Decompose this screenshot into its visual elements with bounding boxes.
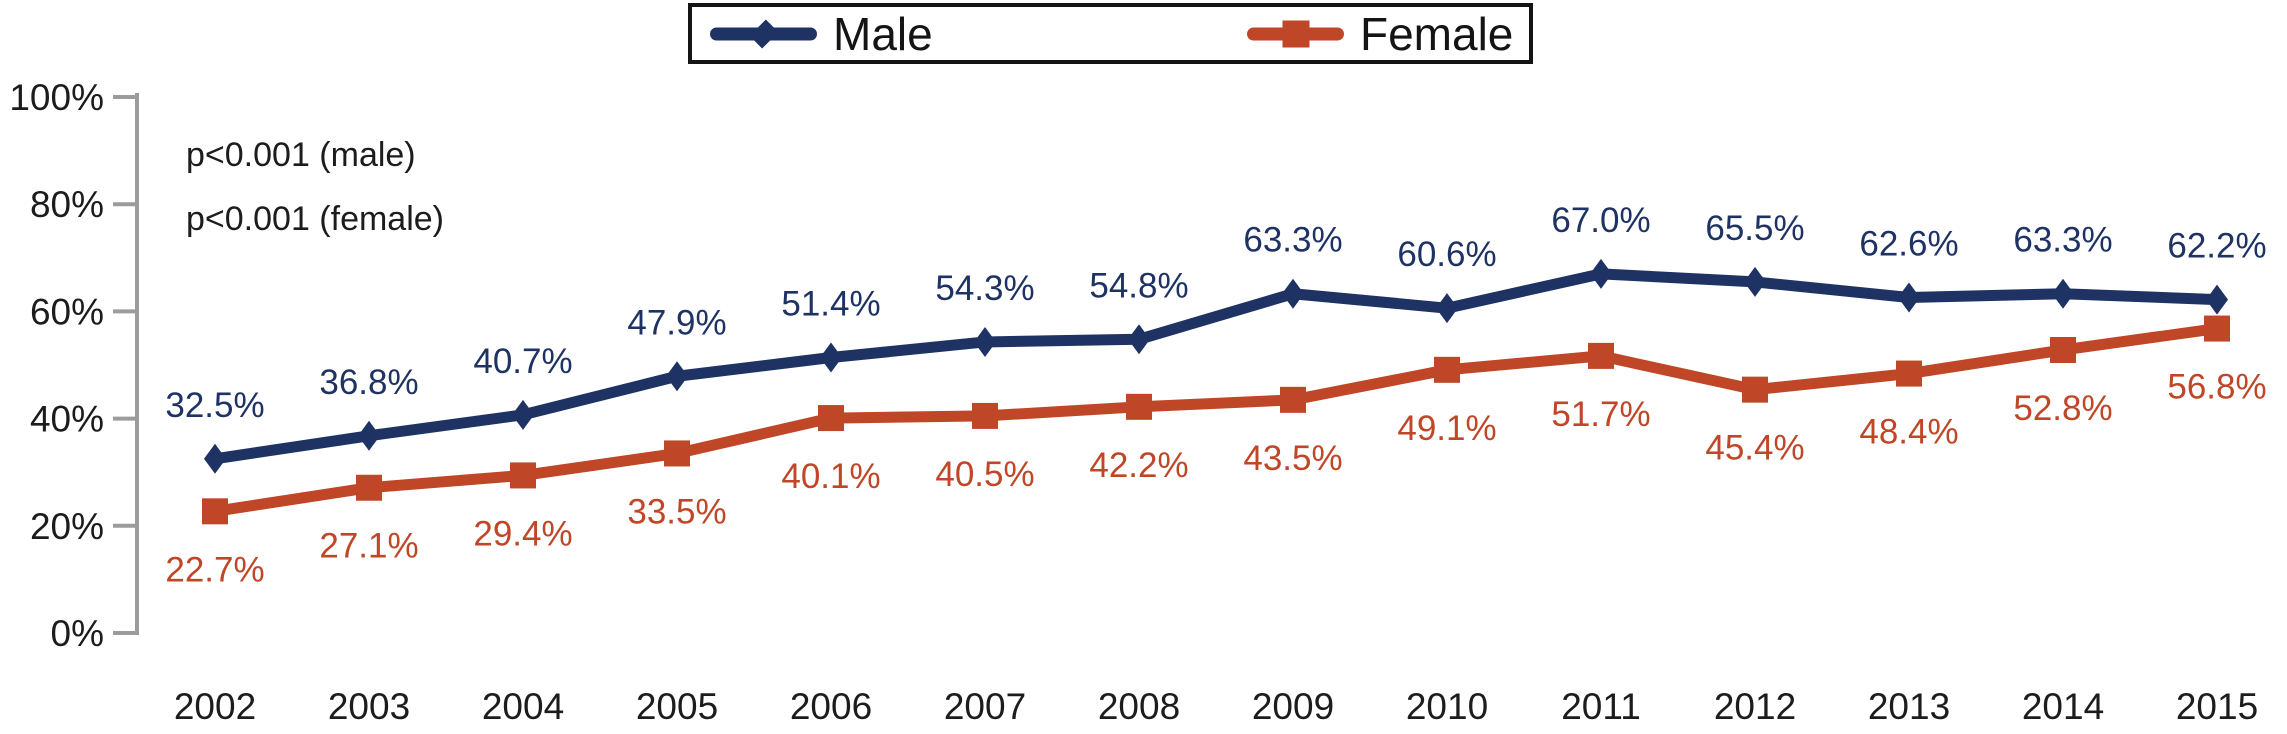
female-data-label: 45.4% <box>1705 429 1804 468</box>
y-tick-label: 20% <box>30 506 104 547</box>
y-tick-label: 0% <box>51 613 104 654</box>
male-line-diamond-icon <box>710 17 817 51</box>
male-marker <box>1436 293 1458 324</box>
female-data-label: 56.8% <box>2167 368 2266 407</box>
female-data-label: 33.5% <box>627 492 726 531</box>
female-line-square-icon <box>1247 17 1344 51</box>
female-marker <box>818 405 844 432</box>
male-marker <box>512 399 534 430</box>
y-tick-label: 60% <box>30 291 104 332</box>
female-marker <box>664 440 690 467</box>
male-marker <box>1744 266 1766 297</box>
female-data-label: 43.5% <box>1243 439 1342 478</box>
female-data-label: 42.2% <box>1089 446 1188 485</box>
male-marker <box>666 361 688 392</box>
male-marker <box>358 420 380 451</box>
x-tick-label: 2012 <box>1714 686 1796 727</box>
y-tick-label: 100% <box>9 77 104 118</box>
male-data-label: 54.3% <box>935 269 1034 308</box>
x-tick-label: 2007 <box>944 686 1026 727</box>
male-series-line <box>209 268 2223 465</box>
legend-label-male: Male <box>833 7 933 60</box>
y-tick-label: 80% <box>30 184 104 225</box>
female-marker <box>1896 360 1922 387</box>
male-marker <box>974 326 996 357</box>
male-data-label: 36.8% <box>319 363 418 402</box>
x-tick-label: 2009 <box>1252 686 1334 727</box>
female-marker <box>1126 393 1152 420</box>
female-marker <box>1742 376 1768 403</box>
male-marker <box>1590 258 1612 289</box>
female-data-label: 22.7% <box>165 550 264 589</box>
male-data-label: 67.0% <box>1551 201 1650 240</box>
legend-label-female: Female <box>1360 7 1514 60</box>
legend: Male Female <box>688 3 1533 64</box>
female-series-line <box>209 323 2223 517</box>
legend-item-female: Female <box>1247 11 1513 57</box>
female-data-label: 49.1% <box>1397 409 1496 448</box>
female-data-label: 51.7% <box>1551 395 1650 434</box>
x-tick-label: 2011 <box>1561 686 1641 727</box>
y-tick-label: 40% <box>30 399 104 440</box>
female-marker <box>1280 386 1306 413</box>
female-marker <box>356 474 382 501</box>
male-marker <box>820 342 842 373</box>
female-marker <box>2050 336 2076 363</box>
male-data-label: 60.6% <box>1397 235 1496 274</box>
x-tick-label: 2014 <box>2022 686 2104 727</box>
female-marker <box>1588 342 1614 369</box>
male-data-label: 63.3% <box>2013 221 2112 260</box>
x-tick-label: 2002 <box>174 686 256 727</box>
female-marker <box>202 498 228 525</box>
male-marker <box>204 443 226 474</box>
female-marker <box>2204 315 2230 342</box>
female-data-label: 27.1% <box>319 527 418 566</box>
male-marker <box>2052 278 2074 309</box>
female-data-label: 29.4% <box>473 514 572 553</box>
x-tick-label: 2005 <box>636 686 718 727</box>
female-data-label: 48.4% <box>1859 413 1958 452</box>
male-data-label: 62.6% <box>1859 224 1958 263</box>
male-marker <box>1898 282 1920 313</box>
male-data-label: 51.4% <box>781 284 880 323</box>
x-tick-label: 2004 <box>482 686 564 727</box>
p-value-female-annotation: p<0.001 (female) <box>186 200 444 238</box>
male-data-label: 65.5% <box>1705 209 1804 248</box>
male-data-label: 63.3% <box>1243 221 1342 260</box>
female-data-label: 52.8% <box>2013 389 2112 428</box>
male-marker <box>2206 284 2228 315</box>
female-marker <box>510 462 536 489</box>
male-data-label: 32.5% <box>165 386 264 425</box>
male-data-label: 40.7% <box>473 342 572 381</box>
female-marker <box>972 402 998 429</box>
female-data-label: 40.1% <box>781 457 880 496</box>
p-value-annotations: p<0.001 (male) p<0.001 (female) <box>186 134 444 240</box>
male-data-label: 62.2% <box>2167 227 2266 266</box>
x-tick-label: 2013 <box>1868 686 1950 727</box>
legend-item-male: Male <box>710 11 933 57</box>
male-marker <box>1282 278 1304 309</box>
female-marker <box>1434 356 1460 383</box>
male-data-label: 54.8% <box>1089 266 1188 305</box>
x-tick-label: 2008 <box>1098 686 1180 727</box>
x-tick-label: 2015 <box>2176 686 2258 727</box>
x-tick-label: 2003 <box>328 686 410 727</box>
x-tick-label: 2006 <box>790 686 872 727</box>
male-marker <box>1128 324 1150 355</box>
male-data-label: 47.9% <box>627 303 726 342</box>
p-value-male-annotation: p<0.001 (male) <box>186 136 416 174</box>
x-tick-label: 2010 <box>1406 686 1488 727</box>
female-data-label: 40.5% <box>935 455 1034 494</box>
